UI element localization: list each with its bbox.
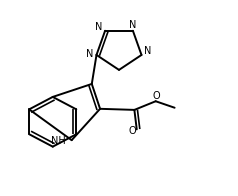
- Text: O: O: [128, 126, 136, 136]
- Text: N: N: [95, 22, 103, 32]
- Text: N: N: [129, 20, 137, 30]
- Text: O: O: [153, 91, 160, 101]
- Text: N: N: [86, 49, 93, 59]
- Text: N: N: [144, 46, 151, 56]
- Text: NH: NH: [51, 136, 66, 146]
